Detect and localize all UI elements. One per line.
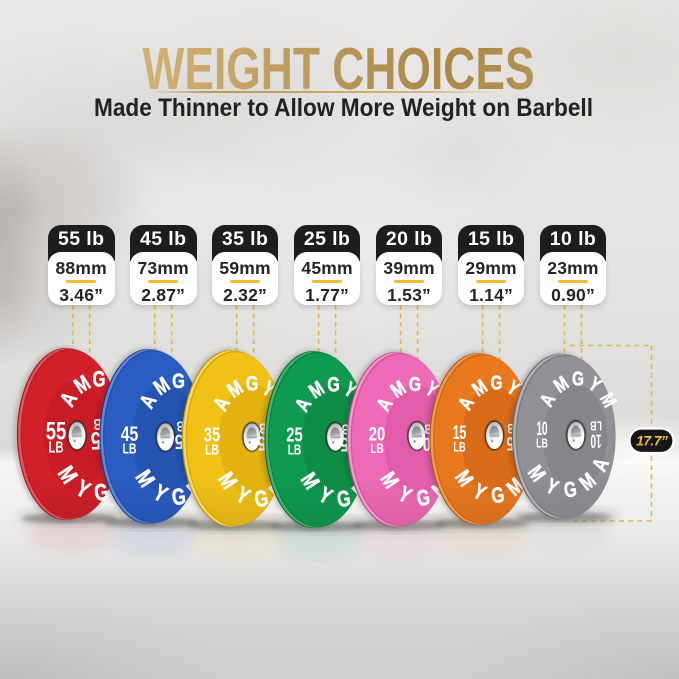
- svg-text:G: G: [246, 373, 259, 397]
- svg-text:20: 20: [369, 423, 386, 445]
- svg-text:LB: LB: [123, 441, 137, 458]
- svg-text:G: G: [170, 483, 188, 511]
- svg-text:G: G: [491, 371, 503, 394]
- svg-text:45: 45: [121, 422, 139, 446]
- svg-text:LB: LB: [205, 443, 219, 459]
- svg-text:G: G: [335, 486, 352, 513]
- svg-text:G: G: [172, 370, 185, 394]
- svg-text:55: 55: [46, 418, 67, 446]
- svg-text:LB: LB: [453, 440, 465, 455]
- svg-text:G: G: [327, 372, 339, 396]
- svg-text:LB: LB: [49, 439, 64, 456]
- svg-text:15: 15: [453, 422, 467, 444]
- svg-text:LB: LB: [536, 436, 548, 451]
- svg-text:G: G: [93, 367, 106, 392]
- svg-text:G: G: [572, 368, 584, 391]
- svg-text:10: 10: [590, 429, 601, 451]
- svg-text:25: 25: [286, 425, 303, 447]
- svg-text:LB: LB: [370, 440, 383, 456]
- svg-text:35: 35: [204, 425, 221, 447]
- svg-text:G: G: [415, 485, 432, 511]
- svg-text:17.7”: 17.7”: [636, 433, 668, 449]
- svg-text:G: G: [563, 478, 579, 503]
- svg-text:G: G: [253, 486, 270, 513]
- svg-text:LB: LB: [288, 442, 302, 458]
- svg-text:G: G: [490, 483, 506, 509]
- svg-text:10: 10: [537, 418, 548, 440]
- svg-text:G: G: [409, 372, 421, 396]
- svg-text:LB: LB: [590, 419, 602, 434]
